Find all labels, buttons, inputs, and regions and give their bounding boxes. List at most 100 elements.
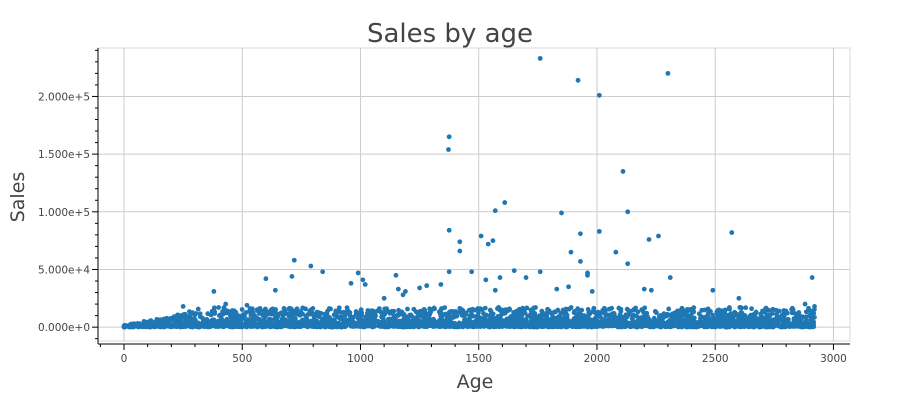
data-point: [737, 318, 743, 324]
data-point: [350, 323, 356, 329]
data-point: [370, 308, 376, 314]
data-point: [337, 316, 343, 322]
data-point: [240, 322, 246, 328]
data-point: [743, 314, 749, 320]
data-point: [476, 316, 482, 322]
data-point: [362, 282, 368, 287]
data-point: [345, 307, 350, 313]
data-point: [228, 320, 234, 326]
data-point: [722, 311, 728, 317]
data-point: [403, 288, 408, 294]
data-point: [443, 311, 448, 317]
data-point: [180, 324, 186, 330]
data-point: [380, 314, 386, 320]
data-point: [590, 324, 596, 329]
data-point: [449, 321, 455, 327]
data-point: [732, 318, 737, 324]
data-point: [357, 323, 363, 329]
data-point: [199, 315, 205, 321]
data-point: [688, 308, 694, 314]
data-point: [587, 311, 593, 317]
data-point: [640, 309, 646, 314]
data-point: [803, 318, 809, 324]
data-point: [802, 301, 808, 307]
data-point: [665, 70, 671, 76]
data-point: [278, 310, 284, 316]
data-point: [233, 320, 239, 326]
data-point: [454, 313, 460, 319]
data-point: [723, 307, 728, 313]
data-point: [380, 310, 386, 316]
data-point: [272, 287, 278, 293]
data-point: [303, 306, 308, 312]
data-point: [725, 316, 731, 322]
data-point: [524, 305, 530, 311]
data-point: [596, 323, 601, 329]
data-point: [750, 318, 756, 324]
data-point: [438, 313, 444, 319]
data-point: [427, 311, 432, 317]
x-axis-label: Age: [457, 371, 494, 393]
data-point: [488, 323, 493, 328]
data-point: [666, 306, 672, 312]
data-point: [630, 317, 635, 322]
data-point: [537, 55, 543, 61]
data-point: [197, 322, 203, 327]
data-point: [192, 316, 198, 322]
data-point: [554, 286, 560, 292]
data-point: [467, 315, 473, 321]
data-point: [372, 313, 378, 319]
data-point: [286, 306, 292, 311]
data-point: [568, 305, 574, 310]
data-point: [575, 77, 581, 83]
data-point: [460, 308, 465, 314]
data-point: [463, 311, 469, 317]
data-point: [292, 308, 298, 314]
data-point: [224, 322, 229, 328]
data-point: [797, 323, 803, 328]
data-point: [448, 308, 454, 314]
data-point: [403, 321, 409, 327]
data-point: [311, 324, 317, 330]
data-point: [778, 317, 784, 322]
data-point: [592, 317, 598, 322]
data-point: [150, 322, 156, 327]
data-point: [246, 323, 252, 329]
x-tick-label: 2500: [702, 353, 729, 365]
data-point: [450, 314, 455, 320]
data-point: [184, 318, 190, 324]
data-point: [648, 287, 654, 293]
data-point: [502, 200, 508, 205]
data-point: [168, 321, 174, 327]
data-point: [462, 317, 467, 323]
data-point: [710, 312, 716, 318]
data-point: [672, 317, 678, 323]
data-point: [661, 311, 667, 317]
y-tick-label: 5.000e+4: [38, 264, 90, 276]
data-point: [318, 310, 324, 316]
data-point: [463, 322, 469, 328]
data-point: [626, 308, 632, 314]
data-point: [395, 320, 400, 326]
x-tick-label: 2000: [584, 353, 611, 365]
data-point: [737, 305, 743, 310]
data-point: [490, 238, 496, 244]
data-point: [263, 276, 269, 282]
data-point: [438, 282, 444, 287]
data-point: [682, 312, 688, 318]
data-point: [158, 317, 163, 323]
data-point: [268, 324, 274, 329]
data-point: [646, 237, 652, 242]
data-point: [743, 321, 749, 327]
data-point: [275, 313, 281, 319]
data-point: [656, 233, 661, 239]
chart-title: Sales by age: [367, 19, 533, 49]
data-point: [385, 308, 391, 314]
data-point: [579, 307, 585, 313]
data-point: [289, 274, 295, 279]
data-point: [195, 306, 201, 312]
data-point: [295, 323, 301, 328]
data-point: [687, 319, 693, 325]
data-point: [401, 311, 406, 317]
data-point: [469, 269, 475, 275]
